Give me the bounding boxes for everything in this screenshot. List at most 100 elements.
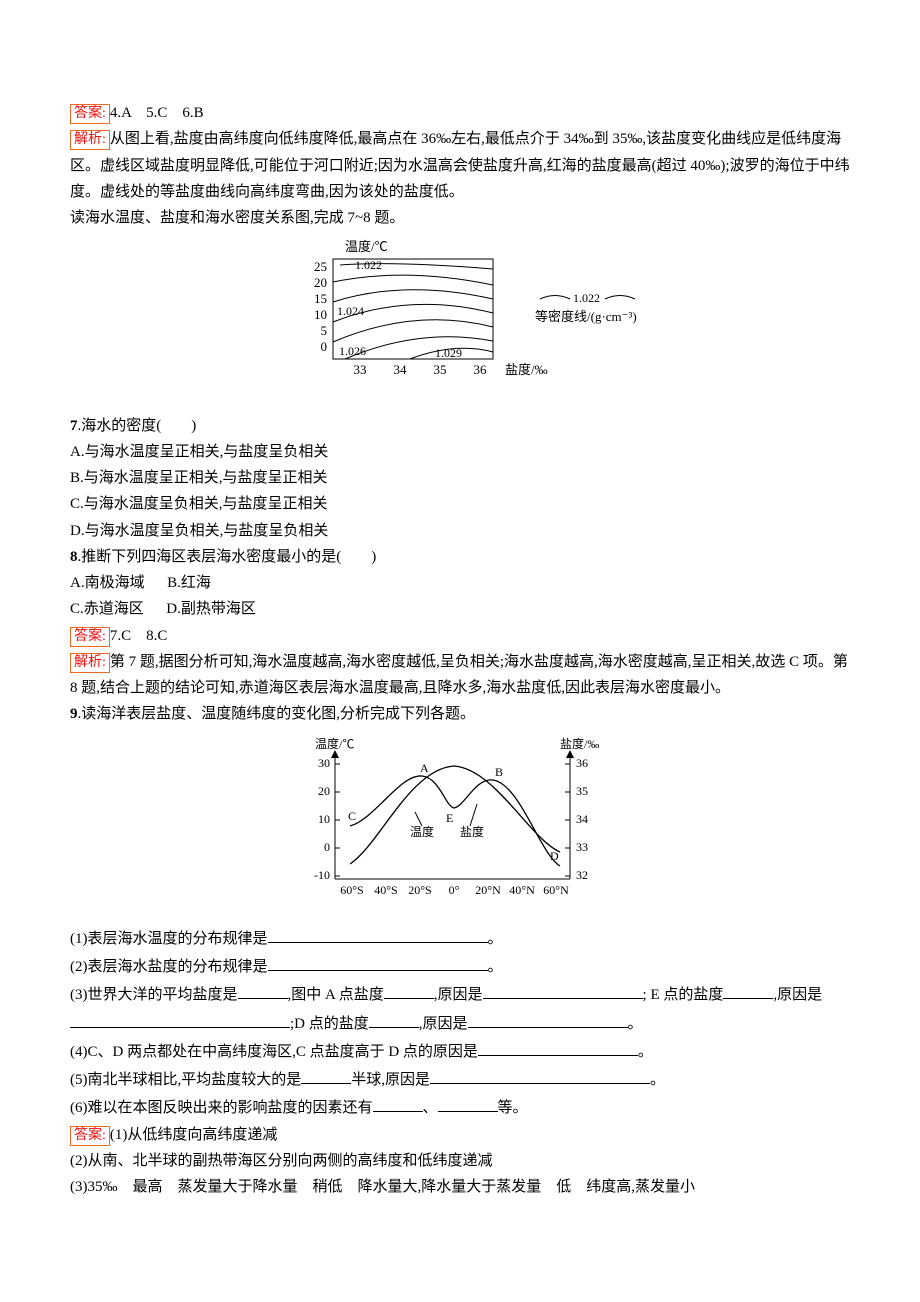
answer-label: 答案:: [70, 1126, 110, 1146]
fig1-ytick: 5: [321, 323, 328, 338]
blank-field[interactable]: [301, 1065, 351, 1084]
answer-line: (3)35‰ 最高 蒸发量大于降水量 稍低 降水量大,降水量大于蒸发量 低 纬度…: [70, 1174, 850, 1200]
answer-block: 答案:(1)从低纬度向高纬度递减: [70, 1122, 850, 1148]
fig2-ltick: 30: [318, 756, 330, 770]
fig1-legend-val: 1.022: [573, 291, 600, 305]
explanation-label: 解析:: [70, 130, 110, 150]
fig1-contour: [333, 320, 493, 342]
fig2-xtick: 0°: [449, 883, 460, 897]
fig2-rtick: 32: [576, 868, 588, 882]
answer-block: 答案:4.A 5.C 6.B: [70, 100, 850, 126]
answer-line: (2)从南、北半球的副热带海区分别向两侧的高纬度和低纬度递减: [70, 1148, 850, 1174]
fig2-rtick: 33: [576, 840, 588, 854]
answer-block: 答案:7.C 8.C: [70, 623, 850, 649]
fig2-point-label: D: [550, 849, 559, 863]
answer-text: (1)从低纬度向高纬度递减: [110, 1127, 278, 1143]
fig1-contour-label: 1.024: [337, 304, 364, 318]
fig1-contour-label: 1.026: [339, 344, 366, 358]
q8-stem: 8.推断下列四海区表层海水密度最小的是( ): [70, 544, 850, 570]
blank-field[interactable]: [238, 980, 288, 999]
fig2-salinity-curve: [350, 775, 560, 865]
q9-sub3: (3)世界大洋的平均盐度是,图中 A 点盐度,原因是; E 点的盐度,原因是;D…: [70, 980, 850, 1037]
fig1-legend-curve: [540, 296, 570, 300]
fig2-xtick: 20°S: [408, 883, 431, 897]
fig1-ylabel: 温度/℃: [345, 239, 388, 254]
lead-text: 读海水温度、盐度和海水密度关系图,完成 7~8 题。: [70, 205, 850, 231]
answer-text: 7.C 8.C: [110, 628, 168, 644]
fig1-contour-label: 1.029: [435, 346, 462, 360]
blank-field[interactable]: [478, 1037, 638, 1056]
fig1-legend-text: 等密度线/(g·cm⁻³): [535, 309, 637, 324]
q8-options-row1: A.南极海域B.红海: [70, 570, 850, 596]
q9-sub5: (5)南北半球相比,平均盐度较大的是半球,原因是。: [70, 1065, 850, 1093]
explanation-text: 从图上看,盐度由高纬度向低纬度降低,最高点在 36‰左右,最低点介于 34‰到 …: [70, 131, 850, 200]
fig2-ltick: 10: [318, 812, 330, 826]
fig1-ytick: 25: [314, 259, 327, 274]
blank-field[interactable]: [268, 952, 488, 971]
explanation-label: 解析:: [70, 653, 110, 673]
fig2-xtick: 60°S: [340, 883, 363, 897]
fig2-xtick: 20°N: [475, 883, 501, 897]
fig1-xlabel: 盐度/‰: [505, 362, 548, 377]
answer-label: 答案:: [70, 627, 110, 647]
arrow-icon: [331, 750, 339, 758]
fig2-rtick: 34: [576, 812, 588, 826]
q8-options-row2: C.赤道海区D.副热带海区: [70, 596, 850, 622]
explanation-block: 解析:第 7 题,据图分析可知,海水温度越高,海水密度越低,呈负相关;海水盐度越…: [70, 649, 850, 702]
arrow-icon: [566, 750, 574, 758]
fig2-xtick: 40°N: [509, 883, 535, 897]
explanation-text: 第 7 题,据图分析可知,海水温度越高,海水密度越低,呈负相关;海水盐度越高,海…: [70, 654, 848, 696]
q9-no: 9: [70, 706, 78, 722]
fig2-right-label: 盐度/‰: [560, 736, 599, 751]
fig2-xtick: 60°N: [543, 883, 569, 897]
q9-stem: 9.读海洋表层盐度、温度随纬度的变化图,分析完成下列各题。: [70, 701, 850, 727]
blank-field[interactable]: [468, 1009, 628, 1028]
blank-field[interactable]: [483, 980, 643, 999]
fig1-ytick: 0: [321, 339, 328, 354]
q7-option: D.与海水温度呈负相关,与盐度呈负相关: [70, 518, 850, 544]
fig1-xtick: 35: [434, 362, 447, 377]
fig2-ltick: 0: [324, 840, 330, 854]
fig1-xtick: 33: [354, 362, 367, 377]
blank-field[interactable]: [70, 1009, 290, 1028]
fig2-point-label: A: [420, 761, 429, 775]
figure-temp-salinity-latitude: 温度/℃ 盐度/‰ 30 20 10 0 -10 36 35 34 33 32 …: [70, 734, 850, 918]
q9-sub1: (1)表层海水温度的分布规律是。: [70, 924, 850, 952]
fig2-left-label: 温度/℃: [315, 736, 354, 751]
answer-label: 答案:: [70, 104, 110, 124]
fig2-ltick: -10: [314, 868, 330, 882]
blank-field[interactable]: [438, 1093, 498, 1112]
fig2-rtick: 35: [576, 784, 588, 798]
fig2-point-label: B: [495, 765, 503, 779]
fig2-rtick: 36: [576, 756, 588, 770]
q7-no: 7: [70, 418, 78, 434]
q8-no: 8: [70, 549, 78, 565]
fig1-ytick: 15: [314, 291, 327, 306]
q9-sub2: (2)表层海水盐度的分布规律是。: [70, 952, 850, 980]
blank-field[interactable]: [723, 980, 773, 999]
fig2-xtick: 40°S: [374, 883, 397, 897]
fig2-ltick: 20: [318, 784, 330, 798]
fig2-curve-label: 盐度: [460, 824, 484, 839]
blank-field[interactable]: [384, 980, 434, 999]
fig1-ytick: 20: [314, 275, 327, 290]
blank-field[interactable]: [268, 924, 488, 943]
answer-text: 4.A 5.C 6.B: [110, 105, 204, 121]
fig1-contour: [333, 275, 493, 285]
figure-density-contour: 温度/℃ 25 20 15 10 5 0 1.022 1.024 1.026 1…: [70, 237, 850, 406]
fig2-point-label: C: [348, 809, 356, 823]
explanation-block: 解析:从图上看,盐度由高纬度向低纬度降低,最高点在 36‰左右,最低点介于 34…: [70, 126, 850, 205]
q9-sub6: (6)难以在本图反映出来的影响盐度的因素还有、等。: [70, 1093, 850, 1121]
q7-option: B.与海水温度呈正相关,与盐度呈正相关: [70, 465, 850, 491]
fig1-contour-label: 1.022: [355, 258, 382, 272]
fig1-xtick: 34: [394, 362, 408, 377]
blank-field[interactable]: [369, 1009, 419, 1028]
q7-stem: 7.海水的密度( ): [70, 413, 850, 439]
blank-field[interactable]: [373, 1093, 423, 1112]
q7-option: A.与海水温度呈正相关,与盐度呈负相关: [70, 439, 850, 465]
fig1-ytick: 10: [314, 307, 327, 322]
fig1-contour: [333, 290, 493, 302]
q9-sub4: (4)C、D 两点都处在中高纬度海区,C 点盐度高于 D 点的原因是。: [70, 1037, 850, 1065]
blank-field[interactable]: [430, 1065, 650, 1084]
fig1-xtick: 36: [474, 362, 488, 377]
